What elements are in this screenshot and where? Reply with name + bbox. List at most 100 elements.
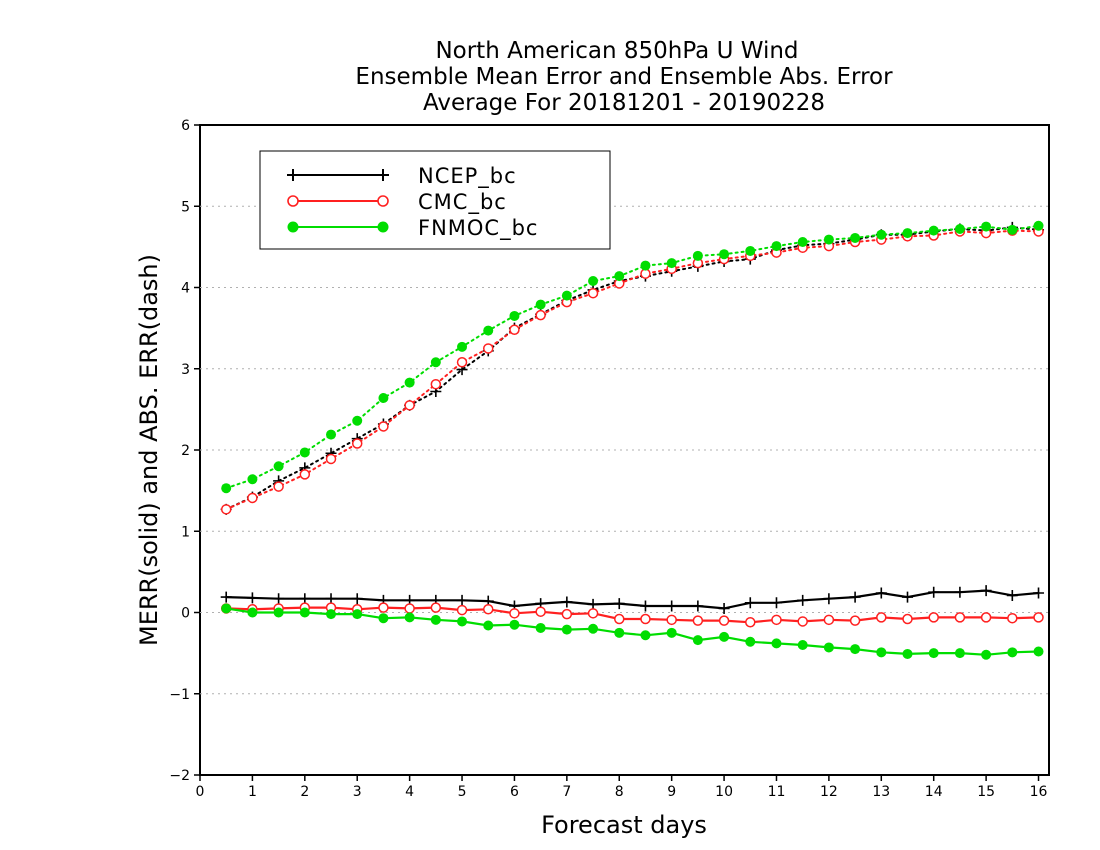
point-fnmoc-bc-merr-6 <box>378 613 389 624</box>
point-cmc-bc-merr-9 <box>456 604 468 616</box>
y-axis-label: MERR(solid) and ABS. ERR(dash) <box>135 254 163 646</box>
x-tick-label-1: 1 <box>248 784 257 800</box>
point-cmc-bc-abs_err-2 <box>273 481 284 492</box>
y-tick-label-7: 5 <box>181 199 190 215</box>
x-tick-label-16: 16 <box>1030 784 1048 800</box>
point-fnmoc-bc-merr-2 <box>273 607 284 618</box>
point-ncep-bc-merr-18 <box>692 600 704 612</box>
series-line-fnmoc-bc-abs_err <box>225 224 1040 490</box>
point-fnmoc-bc-merr-28 <box>954 648 965 659</box>
point-fnmoc-bc-merr-10 <box>483 620 494 631</box>
point-fnmoc-bc-merr-18 <box>692 635 703 646</box>
x-tick-label-3: 3 <box>353 784 362 800</box>
x-tick-label-15: 15 <box>977 784 995 800</box>
x-tick-label-14: 14 <box>925 784 943 800</box>
x-tick-label-4: 4 <box>405 784 414 800</box>
x-tick-label-8: 8 <box>615 784 624 800</box>
x-axis-label: Forecast days <box>541 811 707 839</box>
point-cmc-bc-merr-10 <box>482 604 494 615</box>
point-fnmoc-bc-merr-4 <box>326 609 337 620</box>
point-ncep-bc-merr-4 <box>325 593 337 605</box>
point-cmc-bc-merr-28 <box>954 612 966 623</box>
legend-item-fnmoc: FNMOC_bc <box>287 216 538 241</box>
point-ncep-bc-merr-25 <box>875 587 887 599</box>
legend-label-fnmoc: FNMOC_bc <box>418 216 538 241</box>
legend-marker-cmc-left <box>287 195 299 207</box>
point-fnmoc-bc-abs_err-18 <box>692 250 703 261</box>
point-fnmoc-bc-merr-5 <box>352 609 363 620</box>
point-ncep-bc-merr-1 <box>246 592 258 604</box>
point-cmc-bc-abs_err-14 <box>587 287 599 299</box>
point-cmc-bc-merr-24 <box>849 615 861 626</box>
legend-label-cmc: CMC_bc <box>418 190 507 215</box>
y-tick-label-4: 2 <box>181 443 190 459</box>
x-tick-label-5: 5 <box>458 784 467 800</box>
legend-marker-ncep-right <box>377 169 389 181</box>
point-fnmoc-bc-abs_err-25 <box>876 229 887 240</box>
point-cmc-bc-merr-30 <box>1007 612 1018 624</box>
point-fnmoc-bc-abs_err-16 <box>640 260 651 271</box>
point-cmc-bc-merr-23 <box>823 614 835 626</box>
y-tick-label-2: 0 <box>181 606 190 622</box>
x-tick-label-0: 0 <box>196 784 205 800</box>
point-ncep-bc-merr-22 <box>797 594 809 606</box>
point-fnmoc-bc-abs_err-13 <box>561 290 572 301</box>
point-ncep-bc-merr-29 <box>980 585 992 597</box>
point-fnmoc-bc-abs_err-3 <box>299 447 310 458</box>
point-cmc-bc-merr-21 <box>771 614 782 626</box>
point-ncep-bc-merr-23 <box>823 593 835 605</box>
point-cmc-bc-abs_err-5 <box>351 438 363 449</box>
point-cmc-bc-merr-6 <box>378 602 389 613</box>
point-fnmoc-bc-abs_err-23 <box>823 234 834 245</box>
point-ncep-bc-merr-28 <box>954 586 966 598</box>
point-fnmoc-bc-abs_err-9 <box>457 341 468 352</box>
point-fnmoc-bc-abs_err-10 <box>483 325 494 336</box>
point-cmc-bc-abs_err-3 <box>299 469 311 480</box>
point-fnmoc-bc-merr-19 <box>719 631 730 642</box>
point-cmc-bc-merr-11 <box>509 608 520 619</box>
y-tick-label-6: 4 <box>181 281 190 297</box>
point-ncep-bc-merr-14 <box>587 598 599 610</box>
point-cmc-bc-abs_err-7 <box>404 400 415 411</box>
point-cmc-bc-merr-20 <box>745 617 756 628</box>
point-fnmoc-bc-abs_err-29 <box>981 221 992 232</box>
point-ncep-bc-merr-31 <box>1033 587 1045 599</box>
point-fnmoc-bc-abs_err-27 <box>928 225 939 236</box>
point-ncep-bc-merr-27 <box>928 586 940 598</box>
y-tick-label-0: −2 <box>169 768 190 784</box>
point-cmc-bc-abs_err-6 <box>378 421 389 432</box>
x-tick-label-13: 13 <box>872 784 890 800</box>
point-fnmoc-bc-abs_err-12 <box>535 299 546 310</box>
point-fnmoc-bc-abs_err-28 <box>954 224 965 234</box>
x-tick-label-12: 12 <box>820 784 838 800</box>
point-fnmoc-bc-merr-21 <box>771 638 782 649</box>
point-cmc-bc-merr-22 <box>797 616 808 627</box>
point-fnmoc-bc-merr-0 <box>221 603 232 614</box>
point-fnmoc-bc-merr-31 <box>1033 646 1044 657</box>
point-cmc-bc-merr-7 <box>404 603 415 614</box>
point-ncep-bc-merr-0 <box>220 591 232 603</box>
point-fnmoc-bc-merr-20 <box>745 636 756 647</box>
y-tick-label-1: −1 <box>169 687 190 703</box>
legend-item-cmc: CMC_bc <box>287 190 507 215</box>
point-fnmoc-bc-abs_err-6 <box>378 393 389 403</box>
point-ncep-bc-merr-19 <box>718 602 730 614</box>
point-fnmoc-bc-abs_err-17 <box>666 258 677 269</box>
point-ncep-bc-merr-21 <box>770 597 782 609</box>
point-fnmoc-bc-merr-26 <box>902 648 913 659</box>
point-ncep-bc-merr-17 <box>666 600 678 612</box>
point-cmc-bc-abs_err-10 <box>482 343 494 354</box>
point-ncep-bc-merr-30 <box>1006 589 1018 601</box>
point-fnmoc-bc-merr-29 <box>981 649 992 660</box>
point-fnmoc-bc-abs_err-26 <box>902 228 913 239</box>
legend-label-ncep: NCEP_bc <box>418 164 517 189</box>
x-tick-label-10: 10 <box>715 784 733 800</box>
point-cmc-bc-merr-18 <box>692 615 704 626</box>
point-cmc-bc-merr-15 <box>614 613 625 625</box>
point-cmc-bc-merr-25 <box>876 612 887 623</box>
point-fnmoc-bc-abs_err-7 <box>404 377 415 388</box>
point-fnmoc-bc-merr-22 <box>797 640 808 650</box>
point-fnmoc-bc-merr-12 <box>535 622 546 633</box>
point-ncep-bc-merr-15 <box>613 598 625 610</box>
